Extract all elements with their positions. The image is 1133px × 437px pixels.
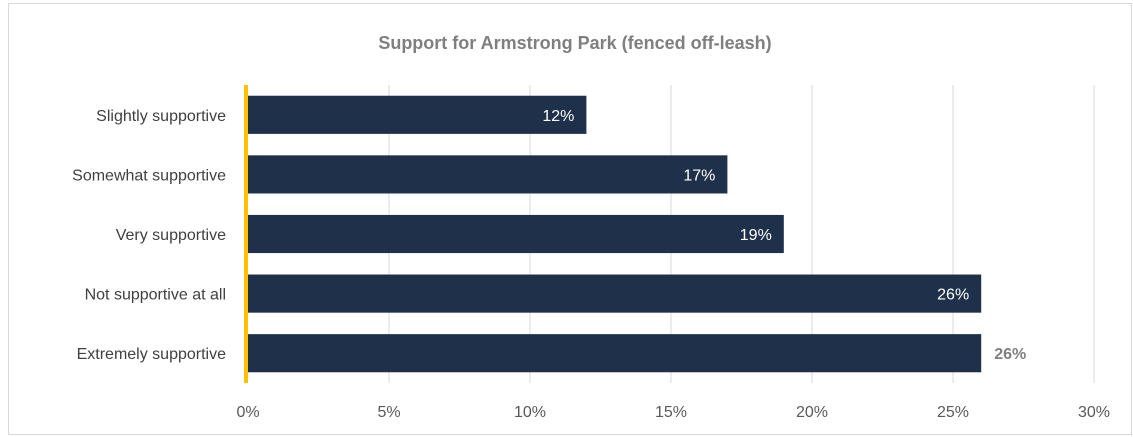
y-axis-line	[244, 85, 248, 383]
x-tick-label: 25%	[937, 404, 969, 421]
x-tick-label: 5%	[377, 404, 400, 421]
data-label: 26%	[937, 287, 969, 304]
gridlines	[388, 85, 1095, 383]
data-label: 26%	[994, 346, 1026, 363]
bar	[248, 274, 982, 313]
category-label: Somewhat supportive	[72, 167, 226, 184]
category-label: Extremely supportive	[77, 346, 226, 363]
x-tick-label: 0%	[236, 404, 259, 421]
bar	[248, 334, 982, 373]
bar	[248, 214, 784, 254]
chart-title: Support for Armstrong Park (fenced off-l…	[378, 33, 771, 53]
x-tick-label: 20%	[796, 404, 828, 421]
labels: 0% 5% 10% 15% 20% 25% 30% Slightly supportive 12…	[72, 108, 1110, 421]
bar	[248, 95, 587, 134]
category-label: Very supportive	[116, 227, 226, 244]
bar	[248, 155, 728, 194]
data-label: 12%	[542, 108, 574, 125]
x-tick-label: 10%	[514, 404, 546, 421]
category-label: Not supportive at all	[85, 287, 226, 304]
x-tick-label: 15%	[655, 404, 687, 421]
bars	[248, 95, 982, 373]
x-tick-label: 30%	[1078, 404, 1110, 421]
data-label: 19%	[740, 227, 772, 244]
category-label: Slightly supportive	[96, 108, 226, 125]
data-label: 17%	[683, 167, 715, 184]
